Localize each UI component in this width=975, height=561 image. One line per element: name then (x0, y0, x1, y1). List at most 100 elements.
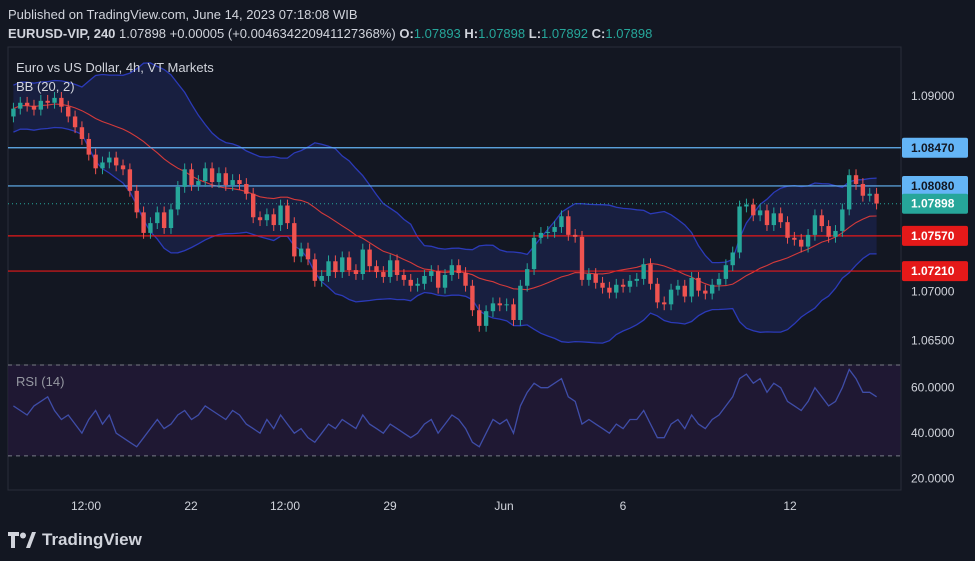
time-axis-tick-label: 29 (383, 499, 397, 513)
candle (785, 216, 790, 244)
candle (353, 264, 359, 280)
price-change: +0.00005 (+0.004634220941127368%) (169, 26, 396, 41)
price-axis-tick-label: 1.09000 (911, 89, 955, 103)
candle (593, 268, 598, 289)
rsi-line (13, 368, 877, 448)
candle (737, 200, 742, 259)
candle-body (52, 97, 57, 103)
candle-body (518, 285, 523, 320)
candle-body (353, 270, 359, 275)
candle (415, 277, 420, 292)
time-axis-tick-label: 22 (184, 499, 198, 513)
candle (826, 220, 831, 243)
candle-body (250, 193, 256, 218)
candle (586, 268, 592, 286)
candle-body (45, 100, 50, 103)
time-axis-tick-label: 12:00 (270, 499, 300, 513)
candle-body (682, 285, 687, 297)
candle (31, 99, 37, 116)
time-axis-tick-label: 12 (783, 499, 797, 513)
candle-body (223, 173, 228, 185)
candle (189, 163, 194, 191)
candle (100, 156, 105, 175)
candle-body (66, 106, 71, 117)
candle-body (751, 204, 756, 216)
candle-body (182, 169, 187, 187)
candle (422, 270, 427, 290)
candle-body (134, 190, 139, 213)
candle-body (59, 97, 64, 107)
candle-body (648, 264, 653, 284)
candle (483, 305, 489, 332)
candle-body (340, 257, 345, 273)
candle-body (415, 283, 420, 286)
candle-body (31, 105, 37, 110)
candle-body (148, 223, 153, 233)
time-axis-tick-label: 6 (620, 499, 627, 513)
candle-body (203, 168, 208, 182)
candle (52, 92, 57, 109)
rsi-background-band (8, 365, 901, 456)
candle-body (209, 168, 215, 183)
candle-body (614, 284, 619, 293)
price-level-label: 1.07570 (911, 229, 955, 243)
price-level-tag (902, 137, 968, 158)
candle (394, 254, 400, 281)
open-value: 1.07893 (413, 26, 461, 41)
candle-body (525, 269, 530, 286)
time-axis-tick-label: Jun (494, 499, 513, 513)
candle-body (867, 193, 872, 196)
candle-body (346, 257, 352, 271)
candle-body (435, 271, 441, 288)
candle-body (586, 274, 592, 280)
last-price-label: 1.07898 (911, 197, 955, 211)
candle (525, 263, 530, 292)
candle-body (120, 165, 126, 170)
bb-band-fill (13, 62, 877, 344)
candle (223, 167, 228, 191)
candle (203, 162, 208, 187)
candle (874, 187, 879, 210)
candle (298, 242, 304, 263)
candle-body (853, 175, 859, 184)
candle-body (24, 102, 30, 106)
candle-body (757, 210, 763, 216)
candle (792, 231, 797, 246)
candle-body (463, 273, 468, 286)
candle (840, 203, 845, 237)
candle-body (579, 236, 585, 280)
candle-body (442, 274, 448, 288)
candle (66, 100, 71, 123)
candle-body (668, 289, 674, 305)
candle-body (846, 175, 852, 210)
candle (682, 279, 687, 303)
candle (668, 283, 674, 311)
candle (627, 274, 633, 293)
candle (278, 199, 283, 231)
candle-body (675, 285, 681, 290)
candle-body (559, 216, 564, 228)
candle-body (93, 154, 98, 169)
tradingview-logo-icon (8, 532, 36, 548)
candle (388, 254, 393, 283)
candle (846, 169, 852, 216)
candle (72, 110, 78, 134)
candle (655, 277, 660, 309)
candle (59, 92, 64, 113)
candle (305, 242, 311, 266)
candle (381, 266, 386, 283)
candle-body (312, 259, 318, 281)
candle (799, 233, 804, 253)
candle (38, 94, 44, 116)
candle-body (634, 278, 640, 281)
close-value: 1.07898 (605, 26, 653, 41)
candle (490, 297, 496, 318)
candle-body (764, 210, 770, 226)
candle-body (641, 264, 646, 279)
candle (340, 251, 345, 278)
candle (346, 251, 352, 276)
candle (730, 246, 735, 272)
tradingview-logo[interactable]: TradingView (8, 530, 142, 550)
candle (148, 217, 153, 239)
